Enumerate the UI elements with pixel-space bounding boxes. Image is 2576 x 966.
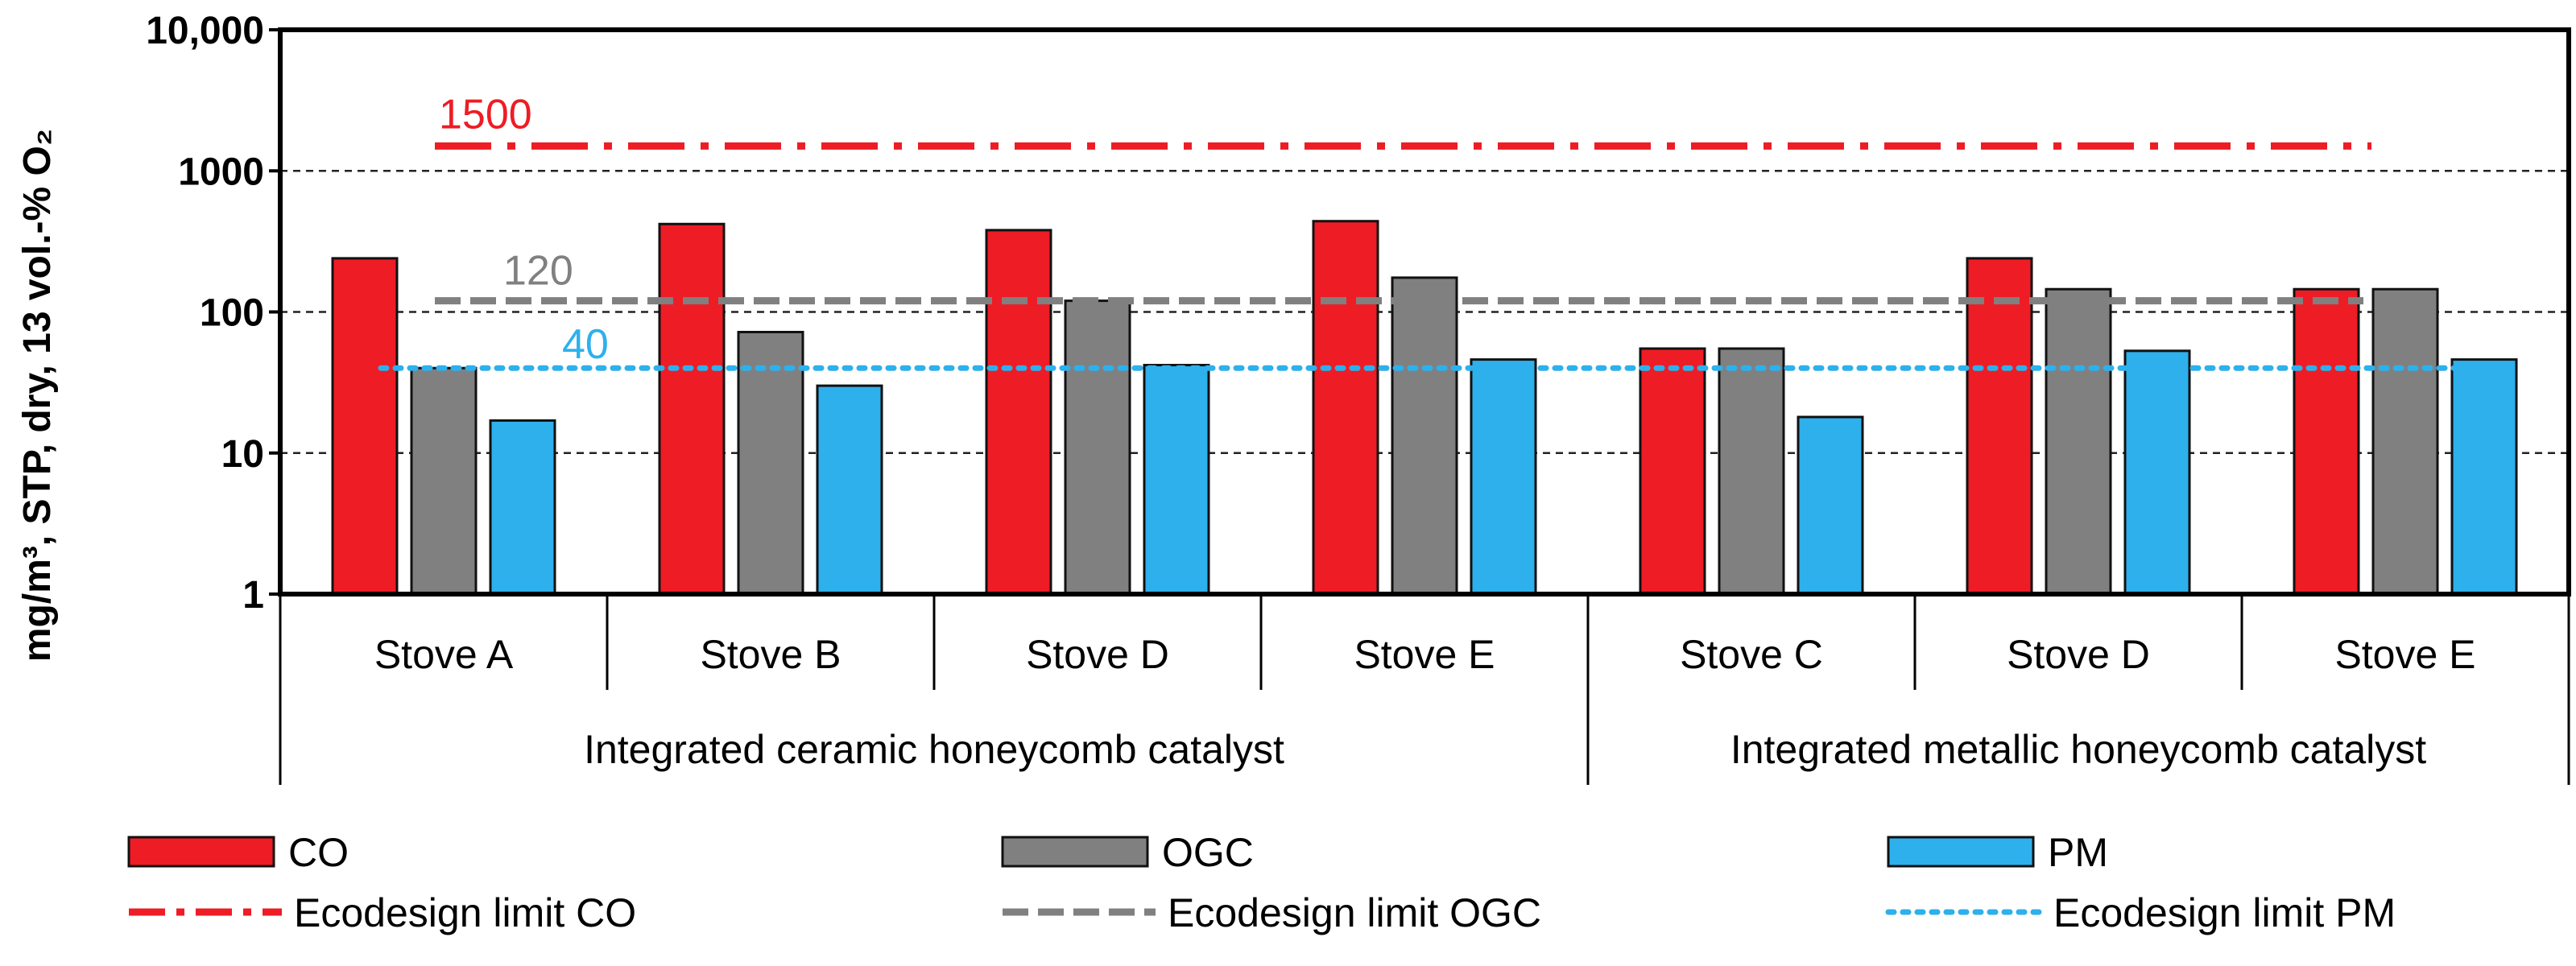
y-tick-label: 10	[221, 433, 264, 476]
category-label: Stove A	[374, 632, 514, 677]
bar-ogc-1	[737, 331, 804, 596]
bar-ogc-6	[2371, 287, 2439, 596]
bar-pm-6	[2450, 358, 2518, 596]
bar-pm-0	[489, 419, 556, 596]
bar-co-2	[985, 229, 1052, 596]
y-axis-title: mg/m³, STP, dry, 13 vol.-% O₂	[16, 129, 59, 662]
bar-co-4	[1639, 347, 1706, 596]
legend-label: CO	[288, 830, 349, 875]
category-label: Stove C	[1680, 632, 1823, 677]
bar-pm-4	[1797, 415, 1864, 596]
bar-pm-2	[1143, 364, 1210, 596]
limit-label-pm: 40	[562, 321, 609, 368]
category-label: Stove D	[2007, 632, 2150, 677]
category-label: Stove E	[1354, 632, 1495, 677]
bar-ogc-2	[1064, 299, 1131, 596]
y-tick-label: 1000	[178, 151, 264, 193]
bar-ogc-4	[1718, 347, 1785, 596]
y-tick-label: 1	[242, 574, 264, 617]
group-label: Integrated metallic honeycomb catalyst	[1730, 727, 2426, 772]
legend-swatch-co	[127, 836, 275, 868]
legend-label: Ecodesign limit OGC	[1168, 890, 1541, 935]
legend-label: Ecodesign limit PM	[2053, 890, 2396, 935]
bar-ogc-0	[410, 366, 478, 596]
legend-label: Ecodesign limit CO	[294, 890, 636, 935]
bar-co-3	[1312, 220, 1379, 596]
group-label: Integrated ceramic honeycomb catalyst	[584, 727, 1284, 772]
legend: CO OGC PM Ecodesign limit CO Ecodesign limit…	[127, 830, 2396, 935]
y-tick-label: 10,000	[146, 10, 264, 52]
bar-pm-1	[816, 384, 883, 596]
limit-label-co: 1500	[439, 91, 532, 138]
bar-ogc-3	[1391, 276, 1458, 596]
legend-label: PM	[2048, 830, 2108, 875]
category-label: Stove B	[700, 632, 841, 677]
legend-swatch-pm	[1887, 836, 2035, 868]
y-tick-label: 100	[200, 292, 264, 335]
category-label: Stove D	[1026, 632, 1169, 677]
axes: 1 10 100 1000 10,000 mg/m³, STP, dry, 13 vol.…	[16, 10, 2571, 785]
legend-swatch-ogc	[1001, 836, 1149, 868]
bar-co-1	[658, 222, 726, 596]
bar-co-5	[1966, 257, 2033, 596]
plot-area: 1500 120 40	[280, 91, 2569, 596]
limit-label-ogc: 120	[503, 248, 573, 295]
bar-pm-5	[2123, 349, 2191, 596]
legend-label: OGC	[1162, 830, 1254, 875]
bar-ogc-5	[2045, 287, 2112, 596]
bar-co-6	[2293, 287, 2360, 596]
bar-pm-3	[1470, 358, 1537, 596]
bar-co-0	[331, 257, 399, 596]
category-label: Stove E	[2334, 632, 2475, 677]
